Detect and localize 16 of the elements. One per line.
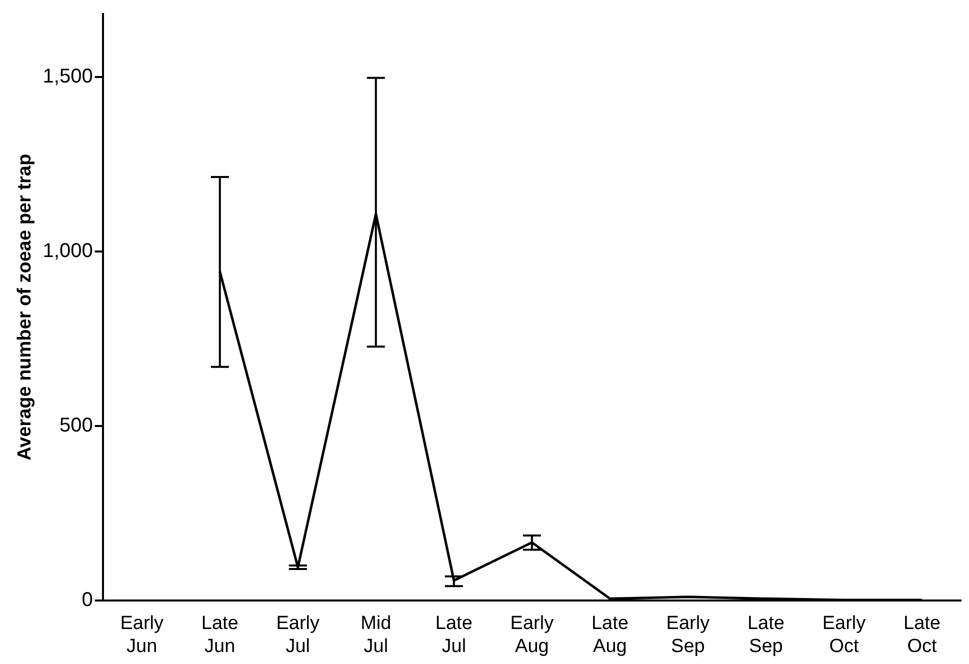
x-tick-label: Late Oct [904, 613, 940, 657]
x-tick-label: Late Sep [747, 613, 784, 657]
y-tick-label: 1,000 [42, 240, 93, 262]
x-tick-label: Mid Jul [360, 613, 392, 657]
y-axis-title: Average number of zoeae per trap [14, 154, 36, 460]
x-tick-label: Early Sep [666, 613, 710, 657]
y-tick-label: 0 [82, 588, 93, 611]
y-tick-label: 500 [59, 414, 93, 436]
x-tick-label: Early Oct [822, 613, 866, 657]
x-tick-label: Early Aug [510, 613, 554, 657]
x-tick-label: Early Jun [120, 613, 164, 657]
x-tick-label: Late Jul [435, 613, 472, 657]
x-tick-label: Early Jul [276, 613, 320, 657]
x-tick-label: Late Jun [201, 613, 238, 657]
y-tick-label: 1,500 [42, 65, 93, 88]
x-tick-label: Late Aug [591, 613, 628, 657]
